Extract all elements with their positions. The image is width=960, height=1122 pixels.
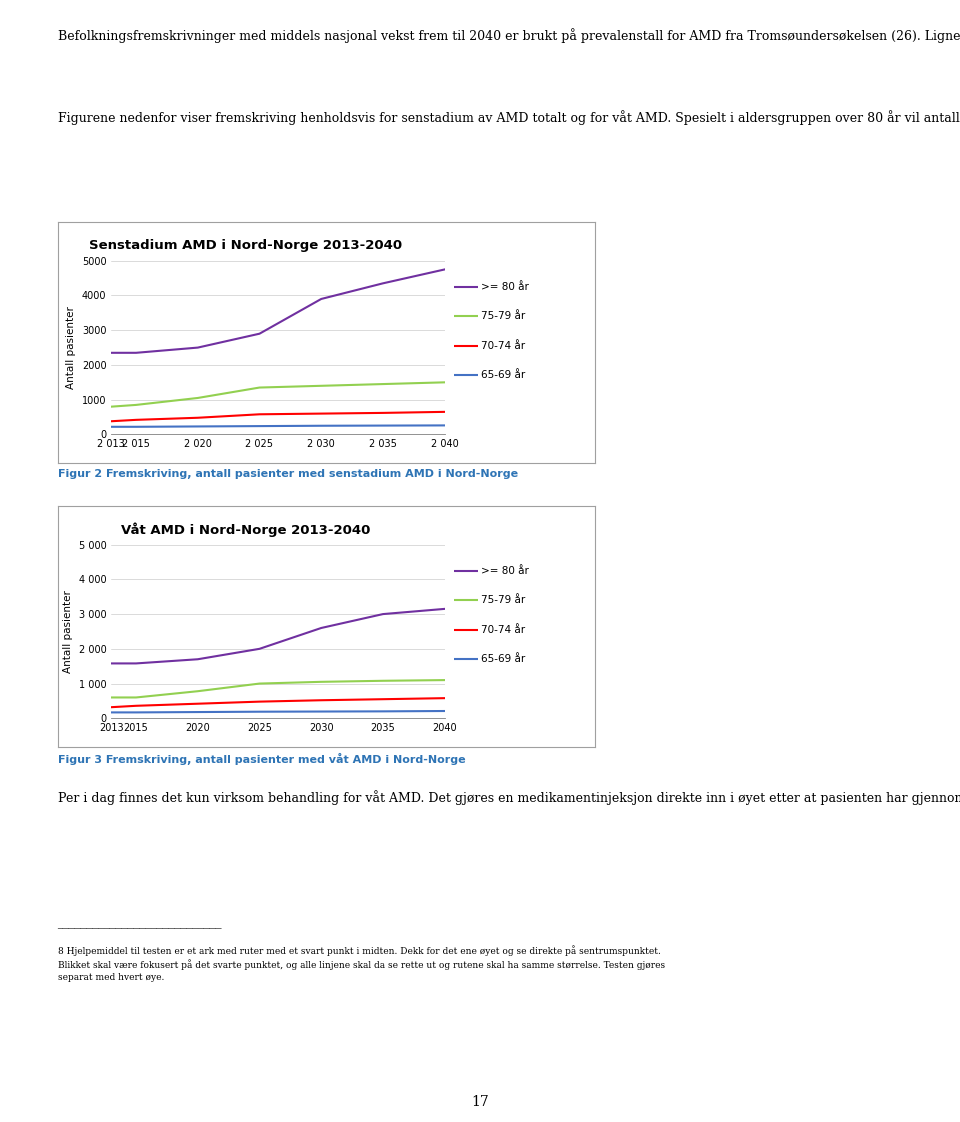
Text: 17: 17 [471,1095,489,1109]
Text: 8 Hjelpemiddel til testen er et ark med ruter med et svart punkt i midten. Dekk : 8 Hjelpemiddel til testen er et ark med … [58,945,664,982]
Text: Senstadium AMD i Nord-Norge 2013-2040: Senstadium AMD i Nord-Norge 2013-2040 [89,239,402,252]
Text: 75-79 år: 75-79 år [481,595,525,605]
Text: 70-74 år: 70-74 år [481,341,525,351]
Text: ────────────────────────────: ──────────────────────────── [58,925,222,934]
Text: 65-69 år: 65-69 år [481,370,525,380]
Text: >= 80 år: >= 80 år [481,565,529,576]
Text: Figurene nedenfor viser fremskriving henholdsvis for senstadium av AMD totalt og: Figurene nedenfor viser fremskriving hen… [58,110,960,125]
Text: 70-74 år: 70-74 år [481,625,525,635]
Text: Våt AMD i Nord-Norge 2013-2040: Våt AMD i Nord-Norge 2013-2040 [121,523,371,537]
Text: >= 80 år: >= 80 år [481,282,529,292]
Text: Figur 2 Fremskriving, antall pasienter med senstadium AMD i Nord-Norge: Figur 2 Fremskriving, antall pasienter m… [58,469,517,479]
Text: 75-79 år: 75-79 år [481,311,525,321]
Y-axis label: Antall pasienter: Antall pasienter [66,306,76,389]
Y-axis label: Antall pasienter: Antall pasienter [63,590,73,673]
Text: Figur 3 Fremskriving, antall pasienter med våt AMD i Nord-Norge: Figur 3 Fremskriving, antall pasienter m… [58,753,466,765]
Text: 65-69 år: 65-69 år [481,654,525,664]
Text: Befolkningsfremskrivninger med middels nasjonal vekst frem til 2040 er brukt på : Befolkningsfremskrivninger med middels n… [58,28,960,43]
Text: Per i dag finnes det kun virksom behandling for våt AMD. Det gjøres en medikamen: Per i dag finnes det kun virksom behandl… [58,790,960,804]
